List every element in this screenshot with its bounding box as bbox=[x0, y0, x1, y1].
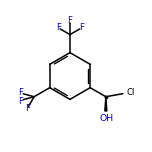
Text: F: F bbox=[18, 97, 23, 106]
Text: F: F bbox=[25, 104, 30, 113]
Text: F: F bbox=[56, 23, 61, 32]
Text: F: F bbox=[67, 16, 73, 25]
Text: OH: OH bbox=[99, 114, 113, 123]
Text: Cl: Cl bbox=[126, 88, 135, 97]
Polygon shape bbox=[105, 97, 107, 111]
Text: F: F bbox=[18, 88, 23, 97]
Text: F: F bbox=[79, 23, 84, 32]
